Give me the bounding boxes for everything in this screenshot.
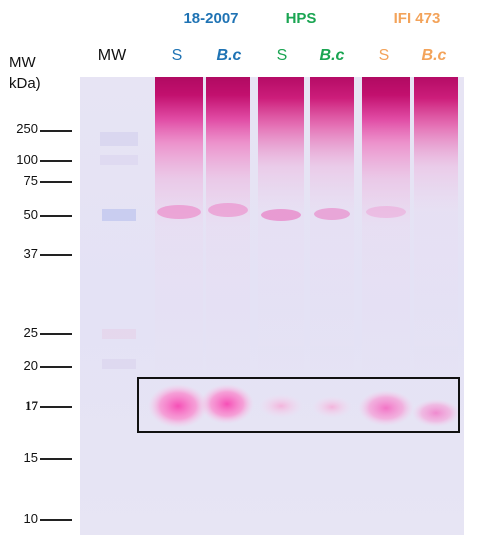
marker-tick-250: [40, 130, 72, 132]
marker-label-75: 75: [23, 173, 38, 188]
gel-lanes-graphic: [100, 77, 460, 428]
axis-title-mw: MW: [9, 54, 36, 71]
lane-label-bc-hps: B.c: [319, 47, 345, 64]
group-label-hps: HPS: [285, 10, 317, 27]
marker-label-50: 50: [23, 207, 38, 222]
marker-tick-17: [40, 406, 72, 408]
marker-label-250: 250: [16, 121, 38, 136]
marker-tick-20: [40, 366, 72, 368]
group-label-ifi-473: IFI 473: [393, 10, 441, 27]
lane-label-mw: MW: [97, 47, 127, 64]
marker-label-15: 15: [23, 450, 38, 465]
marker-tick-50: [40, 215, 72, 217]
lane-label-s-18-2007: S: [171, 47, 183, 64]
marker-tick-25: [40, 333, 72, 335]
marker-tick-15: [40, 458, 72, 460]
marker-label-25: 25: [23, 325, 38, 340]
group-label-18-2007: 18-2007: [183, 10, 239, 27]
marker-tick-37: [40, 254, 72, 256]
lane-label-s-hps: S: [276, 47, 288, 64]
highlight-box-17kda: [137, 377, 460, 433]
marker-tick-75: [40, 181, 72, 183]
marker-label-100: 100: [16, 152, 38, 167]
marker-label-17: 17: [25, 398, 38, 413]
lane-label-bc-ifi-473: B.c: [421, 47, 447, 64]
gel-image: [80, 77, 464, 535]
marker-label-10: 10: [23, 511, 38, 526]
lane-label-s-ifi-473: S: [378, 47, 390, 64]
marker-label-20: 20: [23, 358, 38, 373]
lane-label-bc-18-2007: B.c: [216, 47, 242, 64]
marker-label-37: 37: [23, 246, 38, 261]
marker-tick-100: [40, 160, 72, 162]
axis-title-kda: kDa): [9, 75, 41, 92]
marker-tick-10: [40, 519, 72, 521]
